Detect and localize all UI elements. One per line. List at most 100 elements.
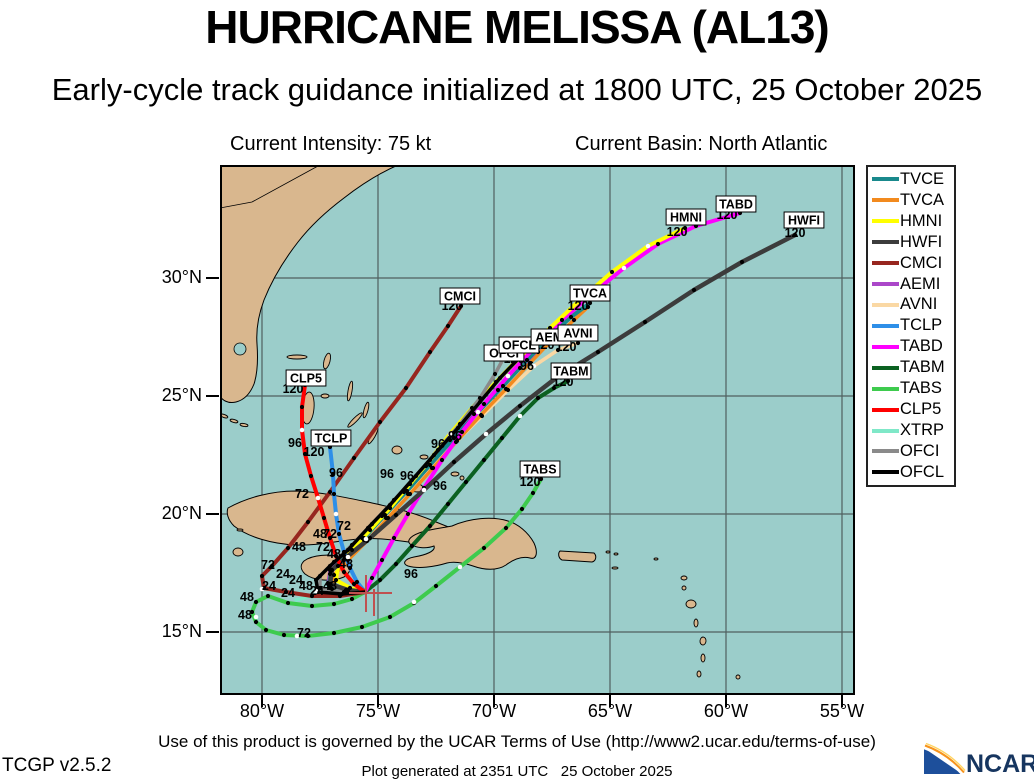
legend-item-TABM: TABM	[872, 358, 954, 378]
track-point	[349, 547, 355, 553]
track-point	[351, 581, 357, 587]
hour-label: 48	[292, 540, 306, 554]
track-point	[285, 600, 291, 606]
track-point	[535, 395, 541, 401]
track-point	[369, 521, 375, 527]
track-point	[354, 579, 360, 585]
track-point	[609, 269, 615, 275]
track-point	[387, 502, 393, 508]
track-point	[642, 319, 648, 325]
hour-label: 96	[448, 429, 462, 443]
track-point-24h	[645, 243, 651, 249]
track-point	[339, 591, 345, 597]
track-point	[302, 451, 308, 457]
x-axis-label: 70°W	[471, 701, 517, 721]
x-axis-label: 75°W	[355, 701, 401, 721]
track-point	[259, 573, 265, 579]
legend-label: HWFI	[900, 232, 943, 251]
hour-label: 72	[261, 558, 275, 572]
model-label-TCLP: TCLP	[315, 432, 348, 446]
model-label-box-TCLP	[310, 429, 352, 447]
track-point	[331, 559, 337, 565]
track-point	[739, 259, 745, 265]
track-point-24h	[531, 363, 537, 369]
hour-label: 96	[329, 466, 343, 480]
island	[459, 475, 465, 481]
model-label-box-HMNI	[665, 208, 707, 226]
legend-swatch	[872, 428, 899, 433]
track-point	[331, 491, 337, 497]
legend-item-TVCA: TVCA	[872, 190, 954, 210]
legend-swatch	[872, 470, 899, 475]
legend-item-HMNI: HMNI	[872, 211, 954, 231]
island	[419, 454, 429, 460]
track-point	[433, 583, 439, 589]
hour-label: 96	[400, 469, 414, 483]
y-axis-tick	[206, 395, 219, 397]
track-point	[555, 347, 561, 353]
track-point	[792, 232, 798, 238]
x-axis-tick	[841, 695, 843, 707]
track-CMCI	[260, 304, 463, 598]
track-point-24h	[299, 427, 305, 433]
track-point	[500, 383, 506, 389]
model-label-TABS: TABS	[523, 463, 556, 477]
legend-swatch	[872, 219, 899, 224]
hour-label: 120	[785, 226, 806, 240]
track-point	[345, 547, 351, 553]
island	[239, 422, 249, 428]
track-point	[253, 619, 259, 625]
track-point	[305, 519, 311, 525]
model-legend: TVCE TVCA HMNI HWFI CMCI AEMI AVNI TCLP TABD TABM…	[866, 165, 956, 487]
model-label-box-AVNI	[557, 324, 599, 342]
track-point	[329, 567, 335, 573]
model-label-box-CMCI	[439, 287, 481, 305]
island	[685, 599, 697, 609]
legend-item-CMCI: CMCI	[872, 253, 954, 273]
y-axis-label: 15°N	[161, 621, 202, 641]
track-point	[469, 405, 475, 411]
track-point-24h	[411, 599, 417, 605]
track-point	[347, 565, 353, 571]
island	[680, 575, 688, 581]
model-label-box-TVCA	[569, 284, 611, 302]
track-point	[367, 535, 373, 541]
track-point-24h	[475, 409, 481, 415]
track-point	[403, 385, 409, 391]
track-point	[427, 523, 433, 529]
model-label-OFCL: OFCL	[502, 339, 536, 353]
track-point	[455, 425, 461, 431]
track-point	[427, 457, 433, 463]
legend-label: TABS	[900, 379, 942, 398]
track-point	[451, 435, 457, 441]
track-point	[587, 300, 593, 306]
track-point	[524, 357, 530, 363]
track-point	[404, 488, 410, 494]
legend-swatch	[872, 261, 899, 266]
island	[391, 445, 403, 455]
hour-label: 72	[323, 527, 337, 541]
track-point	[423, 463, 429, 469]
track-point	[327, 581, 333, 587]
model-label-HWFI: HWFI	[788, 214, 820, 228]
legend-label: AEMI	[900, 274, 941, 293]
hour-label: 96	[288, 436, 302, 450]
island	[605, 550, 611, 554]
track-point	[299, 404, 305, 410]
legend-label: CMCI	[900, 253, 943, 272]
track-point	[377, 577, 383, 583]
track-point	[329, 586, 335, 592]
track-point	[349, 542, 355, 548]
track-point-24h	[447, 431, 453, 437]
track-CLP5	[300, 383, 367, 594]
track-point	[568, 314, 574, 320]
software-version-text: TCGP v2.5.2	[2, 755, 112, 776]
hour-label: 24	[262, 579, 276, 593]
track-map: 7248729612096120961209696120120120961209…	[219, 164, 855, 695]
island	[320, 393, 330, 399]
x-axis-tick	[609, 695, 611, 707]
track-point	[308, 473, 314, 479]
track-point	[463, 479, 469, 485]
legend-item-HWFI: HWFI	[872, 232, 954, 252]
track-point	[335, 563, 341, 569]
